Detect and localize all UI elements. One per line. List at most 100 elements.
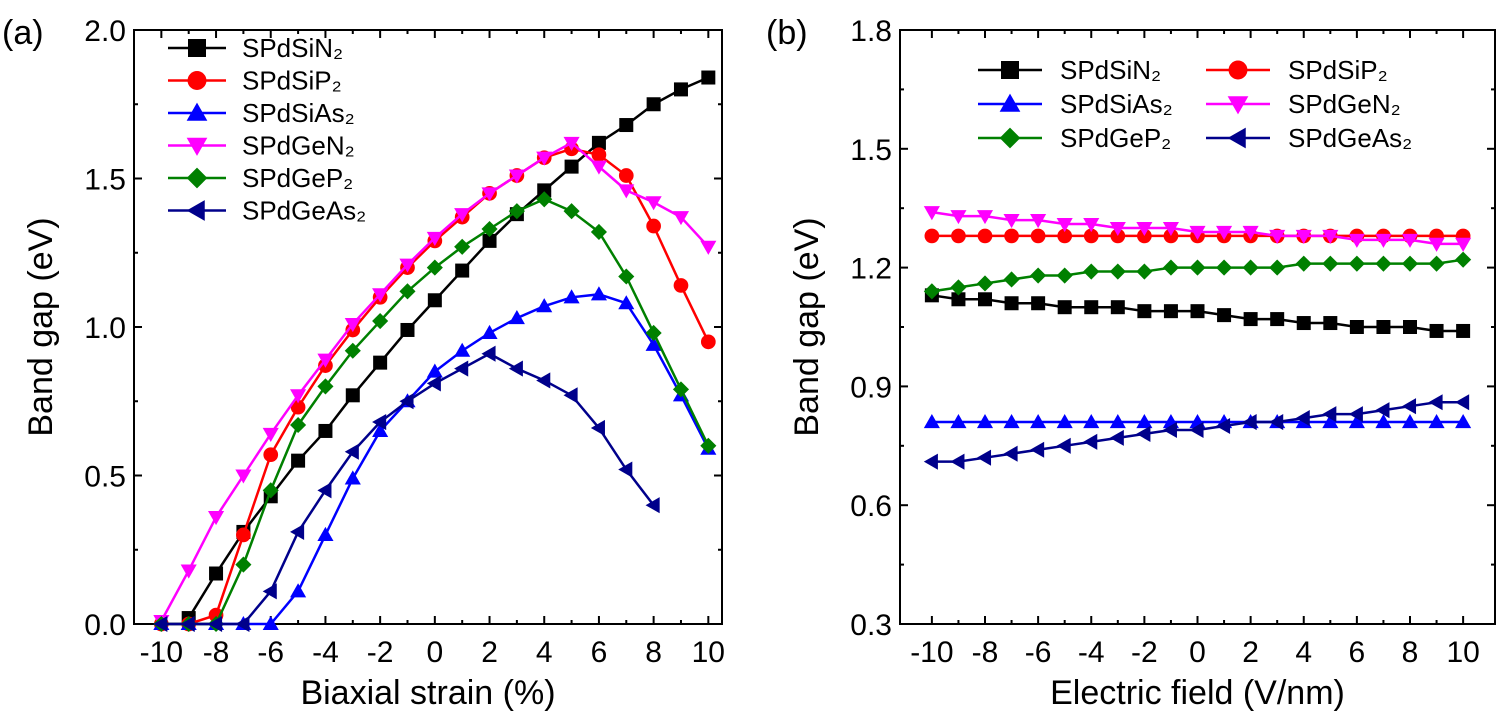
panel-b-data-point — [1428, 413, 1445, 429]
panel-b-data-point — [1348, 413, 1365, 429]
panel-b-legend-label: SPdGeP₂ — [1060, 123, 1171, 153]
panel-b-data-point — [1349, 320, 1364, 334]
panel-b-data-point — [1429, 323, 1444, 338]
panel-b-data-point — [976, 210, 994, 225]
panel-a-data-point — [591, 135, 606, 150]
panel-a-data-point — [701, 70, 716, 85]
panel-b-data-point — [1269, 413, 1284, 431]
panel-b-data-point — [1455, 413, 1472, 429]
panel-b-data-point — [1136, 263, 1153, 280]
panel-b-data-point — [1322, 229, 1339, 244]
panel-b-series-4 — [923, 251, 1472, 300]
panel-a-x-tick-label: -10 — [140, 636, 183, 669]
panel-a-y-tick-label: 0.0 — [84, 609, 126, 642]
panel-b-data-point — [1242, 225, 1259, 241]
panel-a-chart: -10 -8 -6 -4 -2 0 2 4 6 8 10 0.0 0.5 1.0 1.5 2.0 Biaxial… — [2, 14, 725, 712]
panel-b-y-tick-label: 0.6 — [850, 490, 892, 523]
panel-a-y-axis-label: Band gap (eV) — [22, 217, 60, 436]
panel-b-data-point — [976, 275, 994, 292]
panel-a-data-point — [482, 233, 497, 248]
panel-a-y-tick-label: 1.0 — [84, 312, 126, 345]
panel-b-data-point — [977, 228, 993, 244]
panel-b-data-point — [1136, 221, 1153, 237]
panel-b-panel-label: (b) — [766, 14, 808, 52]
panel-a-data-point — [563, 136, 580, 151]
panel-a-series-5 — [153, 345, 660, 633]
panel-a-legend-item: SPdGeP₂ — [168, 163, 353, 193]
panel-a-data-point — [317, 378, 334, 395]
panel-a-data-point — [646, 97, 661, 112]
panel-a-legend-label: SPdGeN₂ — [242, 131, 355, 161]
panel-a-data-point — [400, 322, 415, 337]
panel-b-data-point — [1162, 221, 1179, 237]
panel-b-legend-label: SPdSiP₂ — [1288, 55, 1388, 85]
panel-b-data-point — [951, 228, 966, 244]
panel-b-data-point — [1056, 437, 1071, 454]
panel-a-data-point — [646, 218, 661, 234]
panel-b-data-point — [1322, 255, 1339, 272]
panel-b-legend-item: SPdGeAs₂ — [1206, 123, 1412, 153]
panel-b-legend-item: SPdSiN₂ — [978, 55, 1161, 85]
panel-a-legend-marker — [186, 200, 205, 221]
panel-a-legend-marker — [186, 167, 208, 189]
panel-a-data-point — [564, 159, 579, 174]
panel-b-data-point — [1163, 304, 1178, 319]
panel-a-data-point — [700, 240, 717, 255]
panel-a-data-point — [591, 147, 607, 163]
panel-a-data-point — [372, 413, 387, 431]
panel-b-data-point — [1190, 304, 1205, 319]
panel-b-data-point — [1455, 237, 1472, 252]
panel-b-data-point — [1216, 259, 1233, 276]
panel-a-data-point — [619, 118, 634, 133]
panel-b-data-point — [1056, 267, 1073, 284]
panel-a-data-point — [344, 443, 359, 460]
panel-b-y-axis-label: Band gap (eV) — [788, 217, 826, 436]
panel-b-data-point — [1030, 267, 1047, 284]
panel-a-data-point — [508, 360, 523, 377]
panel-b-y-tick-label: 1.8 — [850, 15, 892, 48]
panel-a-legend-marker — [186, 102, 208, 121]
panel-a-data-point — [317, 482, 332, 499]
panel-b-legend-item: SPdSiAs₂ — [978, 89, 1173, 119]
panel-a-x-tick-label: 0 — [426, 636, 443, 669]
panel-a-legend-label: SPdGeAs₂ — [242, 196, 366, 226]
panel-a-series-4 — [153, 191, 717, 633]
panel-a-data-point — [672, 381, 690, 398]
panel-a-x-tick-label: 6 — [591, 636, 608, 669]
panel-b-x-tick-label: -4 — [1078, 636, 1105, 669]
panel-a-data-point — [618, 268, 635, 285]
panel-a-data-point — [508, 203, 525, 220]
panel-b-data-point — [1403, 320, 1417, 334]
panel-b-legend-marker — [999, 127, 1021, 149]
panel-a-data-point — [454, 238, 471, 255]
panel-a-data-point — [563, 289, 580, 304]
panel-b-data-point — [950, 210, 967, 225]
panel-b-x-tick-label: 8 — [1402, 636, 1419, 669]
panel-a-x-tick-label: -4 — [312, 636, 339, 669]
panel-b-data-point — [1030, 214, 1047, 229]
panel-a-data-point — [481, 324, 498, 339]
panel-b-data-point — [978, 292, 992, 307]
panel-b-data-point — [1189, 225, 1206, 241]
panel-b-x-tick-label: -8 — [972, 636, 999, 669]
panel-a-data-point — [344, 470, 361, 485]
panel-a-data-point — [180, 564, 197, 579]
panel-b-data-point — [1242, 259, 1259, 276]
panel-b-data-point — [1083, 413, 1100, 429]
panel-a-data-point — [290, 389, 307, 404]
panel-b-data-point — [976, 413, 994, 429]
panel-b-data-point — [1217, 308, 1232, 323]
panel-a-x-tick-label: -8 — [203, 636, 230, 669]
panel-b-data-point — [950, 279, 967, 296]
panel-a-data-point — [344, 342, 361, 359]
panel-b-legend-marker — [1227, 96, 1249, 115]
panel-a-data-point — [454, 208, 471, 223]
panel-a-data-point — [700, 334, 716, 350]
panel-a-data-point — [563, 387, 578, 404]
panel-a-legend-marker — [188, 39, 206, 57]
panel-b-data-point — [1110, 300, 1125, 315]
panel-b-data-point — [1295, 410, 1310, 427]
panel-b-data-point — [1083, 228, 1099, 244]
panel-a-data-point — [262, 615, 279, 631]
